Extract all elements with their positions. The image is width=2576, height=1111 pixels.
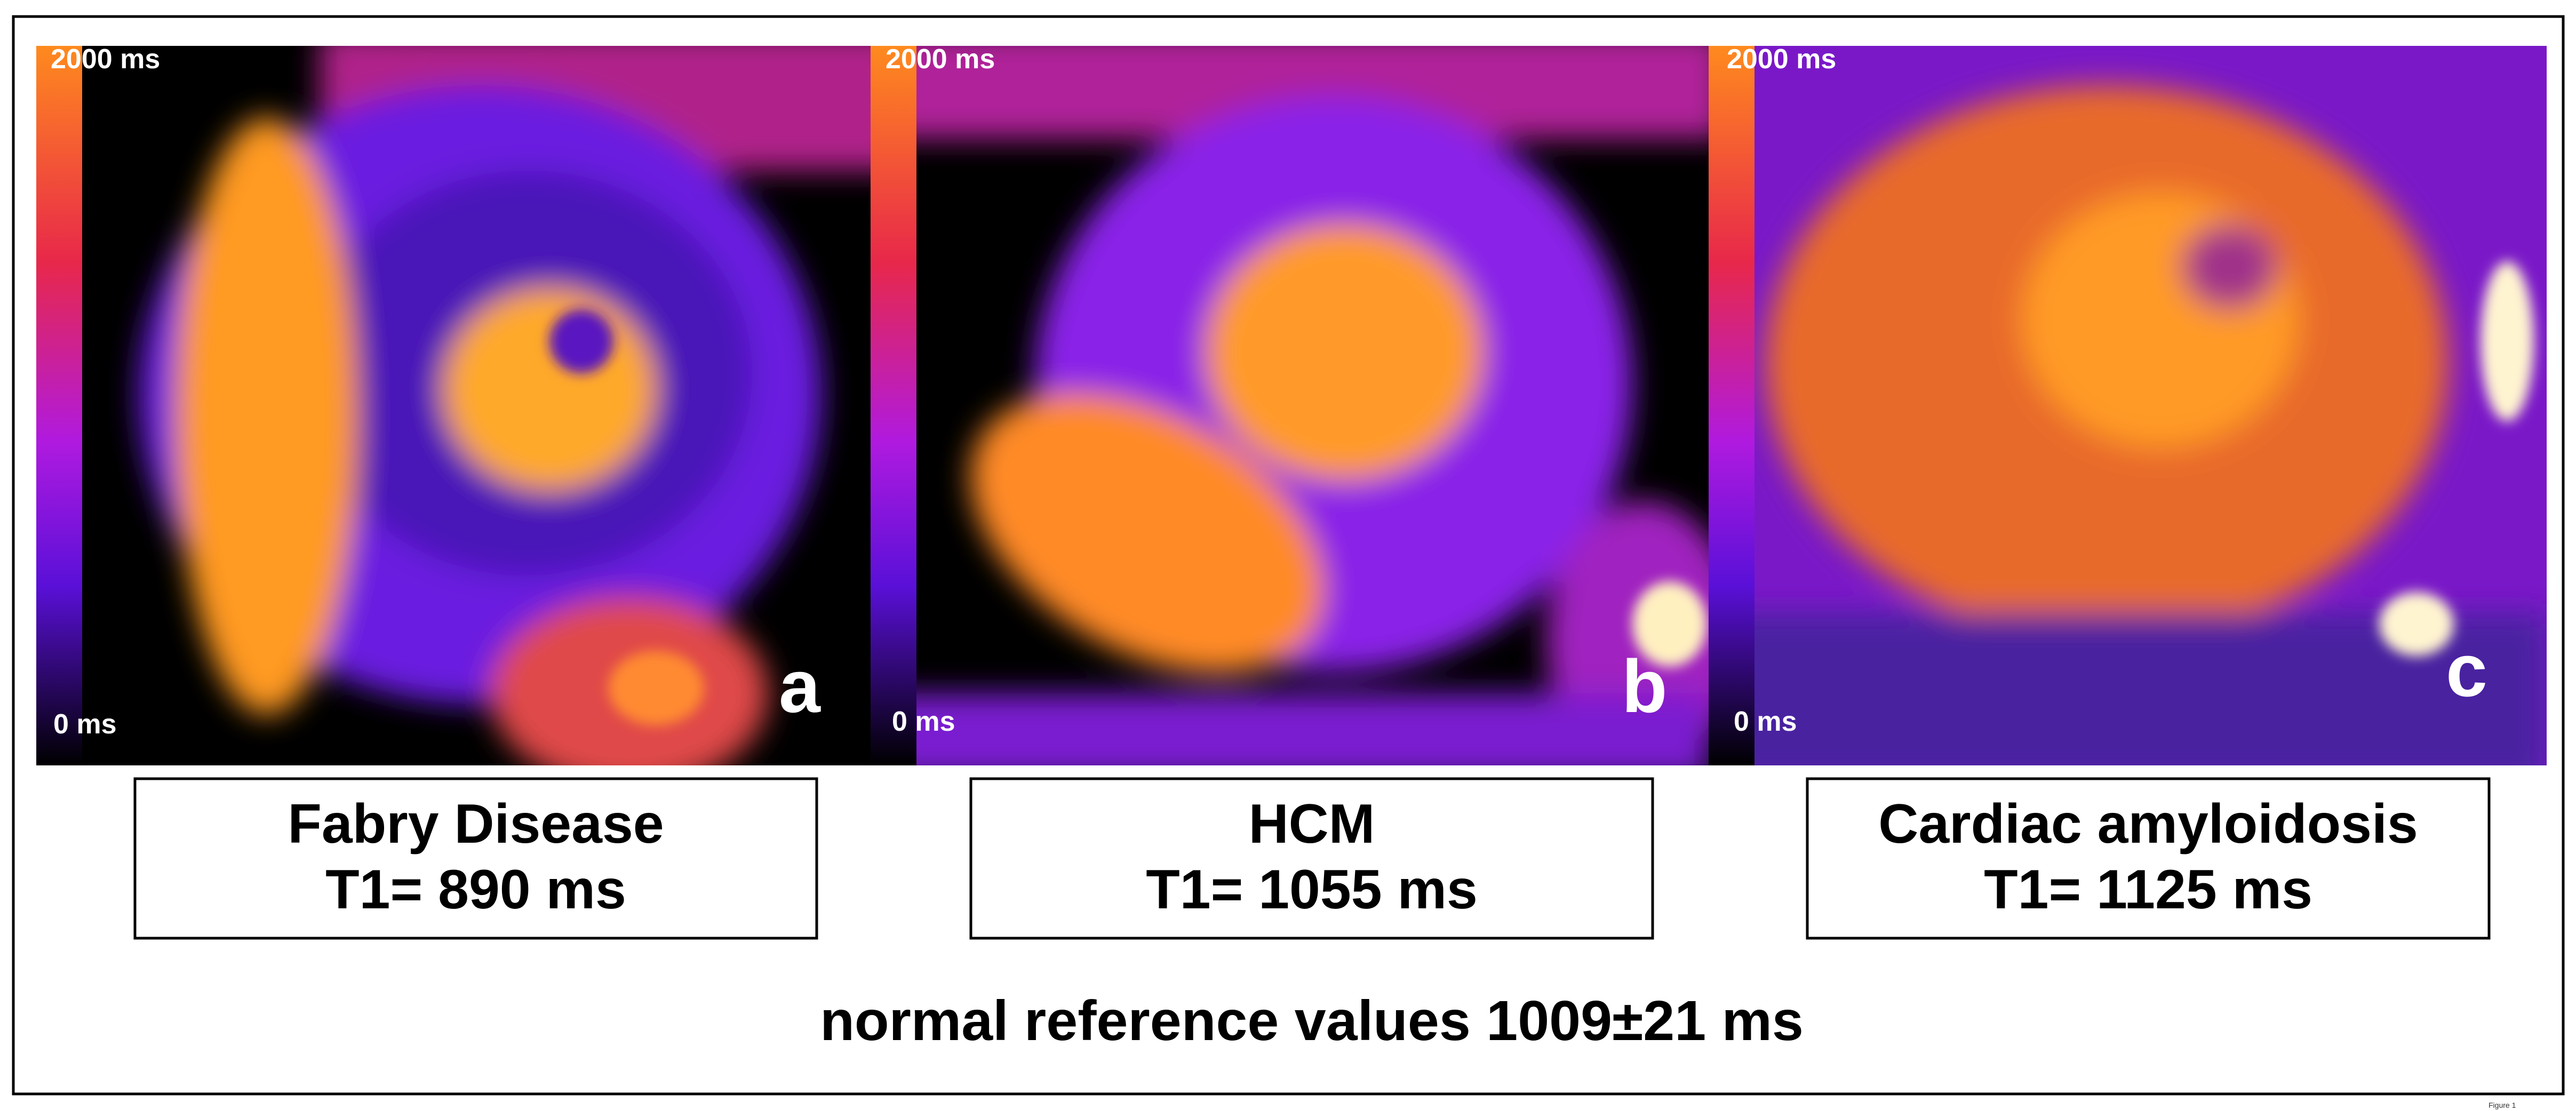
label-box <box>133 777 818 940</box>
panel-letter: b <box>1622 644 1668 728</box>
footer-note: normal reference values 1009±21 ms <box>820 989 1804 1052</box>
label-value: T1= 890 ms <box>325 859 626 921</box>
label-value: T1= 1055 ms <box>1146 859 1478 921</box>
scale-max: 2000 ms <box>1727 44 1836 75</box>
label-value: T1= 1125 ms <box>1984 859 2312 921</box>
scale-max: 2000 ms <box>886 44 995 75</box>
scale-max: 2000 ms <box>51 44 160 75</box>
label-title: HCM <box>1249 793 1375 855</box>
scale-min: 0 ms <box>53 709 117 740</box>
frame <box>12 15 2565 1096</box>
image-a <box>36 46 871 765</box>
label-box <box>969 777 1654 940</box>
scale-min: 0 ms <box>892 706 955 737</box>
label-title: Fabry Disease <box>288 793 664 855</box>
label-title: Cardiac amyloidosis <box>1878 793 2418 855</box>
colorbar <box>1709 46 1754 765</box>
colorbar <box>36 46 82 765</box>
label-box <box>1806 777 2491 940</box>
image-c <box>1709 46 2547 765</box>
image-b <box>871 46 1709 765</box>
panel-letter: a <box>779 644 821 728</box>
scale-min: 0 ms <box>1734 706 1797 737</box>
corner-note: Figure 1 <box>2489 1101 2516 1109</box>
panel-letter: c <box>2446 628 2487 712</box>
colorbar <box>871 46 916 765</box>
